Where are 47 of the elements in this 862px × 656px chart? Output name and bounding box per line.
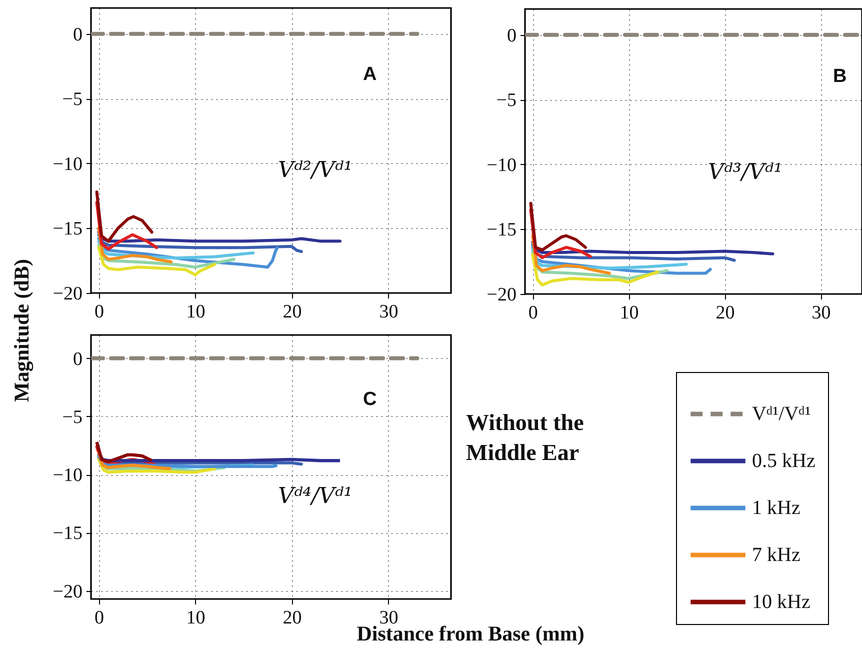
x-tick-label: 30 — [379, 608, 398, 628]
x-tick-label: 0 — [94, 608, 104, 628]
line-series — [95, 190, 154, 243]
x-tick-label: 20 — [282, 302, 302, 322]
line-series — [97, 458, 216, 474]
y-tick-label: −10 — [52, 154, 82, 175]
line-series — [531, 240, 774, 256]
text: Without the Middle Ear — [466, 409, 585, 467]
legend-label: Vᵈ¹/Vᵈ¹ — [752, 403, 811, 425]
legend-label: 0.5 kHz — [752, 450, 816, 472]
y-tick-label: −10 — [486, 154, 516, 176]
annotation: Vᵈ²/Vᵈ¹ — [278, 158, 352, 183]
y-tick-label: −5 — [496, 90, 516, 112]
annotation: B — [833, 66, 847, 88]
y-tick-label: −20 — [52, 284, 82, 304]
line-series — [97, 246, 216, 276]
y-tick-label: −15 — [52, 218, 82, 240]
x-tick-label: 0 — [528, 302, 538, 324]
y-tick-label: −5 — [62, 406, 82, 428]
y-tick-label: −15 — [486, 220, 516, 241]
legend-label: 10 kHz — [752, 591, 810, 613]
legend-label: 7 kHz — [752, 544, 800, 566]
annotation: Vᵈ³/Vᵈ¹ — [708, 160, 782, 185]
x-tick-label: 0 — [94, 302, 104, 322]
line-series — [529, 202, 587, 252]
y-tick-label: −15 — [52, 523, 82, 544]
y-tick-label: 0 — [73, 24, 82, 46]
annotation: A — [363, 64, 377, 86]
annotation: C — [363, 389, 377, 411]
y-tick-label: −5 — [62, 89, 82, 110]
annotation: Vᵈ⁴/Vᵈ¹ — [278, 484, 352, 509]
y-tick-label: 0 — [73, 348, 82, 370]
y-tick-label: −10 — [52, 465, 82, 486]
line-series — [95, 440, 154, 464]
y-tick-label: −20 — [52, 581, 82, 602]
x-tick-label: 30 — [379, 302, 398, 322]
x-tick-label: 10 — [620, 302, 639, 324]
x-tick-label: 10 — [186, 608, 206, 628]
legend-label: 1 kHz — [752, 497, 800, 519]
y-axis-title: Magnitude (dB) — [10, 259, 34, 402]
x-tick-label: 20 — [716, 302, 735, 324]
line-series — [531, 254, 659, 286]
x-tick-label: 30 — [812, 302, 831, 324]
x-tick-label: 10 — [186, 302, 206, 322]
y-tick-label: 0 — [507, 25, 516, 46]
y-tick-label: −20 — [486, 284, 516, 306]
x-tick-label: 20 — [282, 608, 302, 628]
